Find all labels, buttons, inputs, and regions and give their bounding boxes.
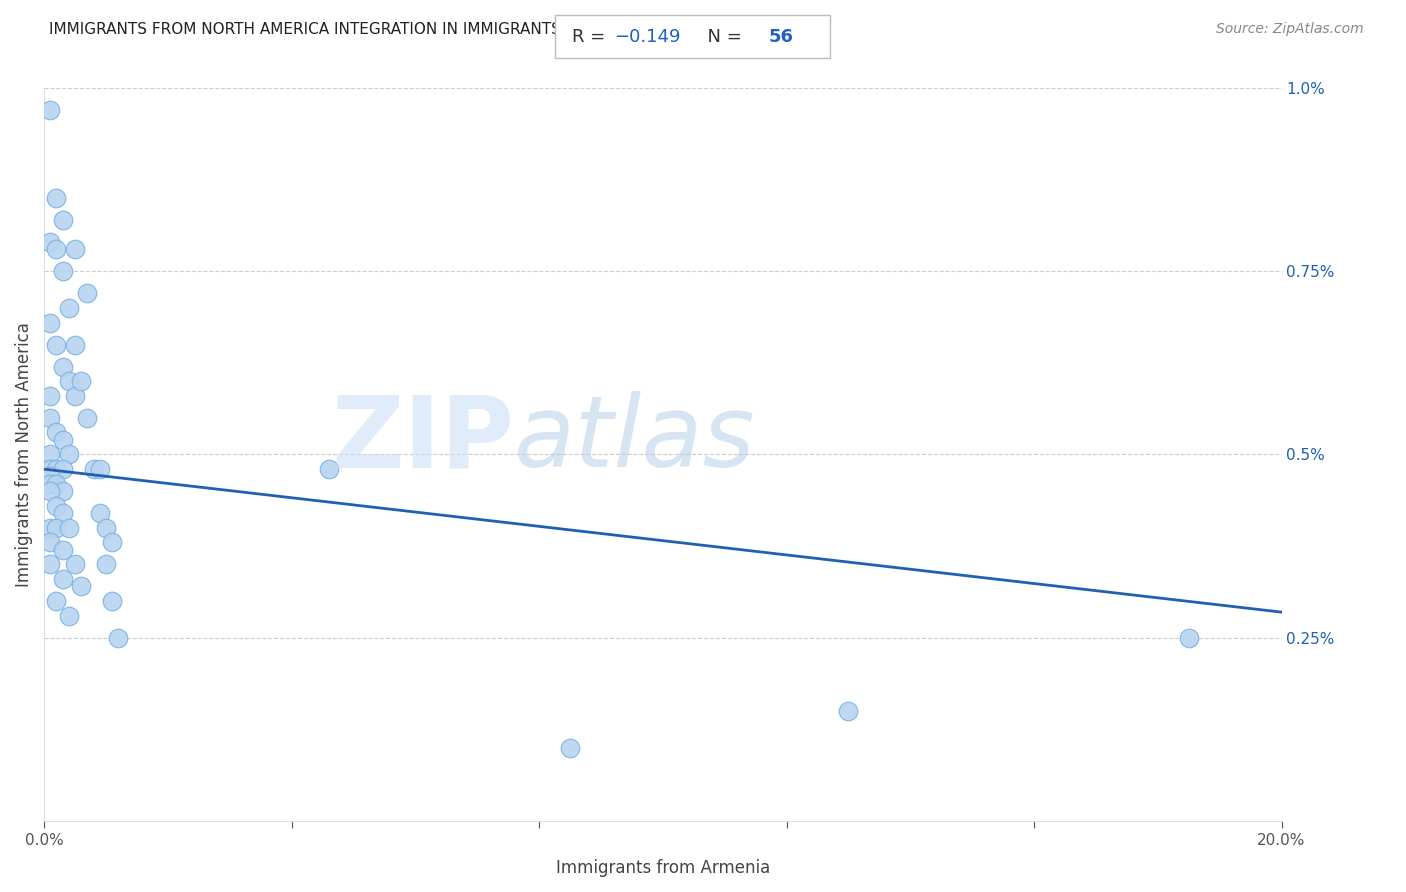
Point xyxy=(52,542,75,557)
Point xyxy=(58,608,80,623)
Point xyxy=(45,521,67,535)
Point xyxy=(39,389,62,403)
Point xyxy=(94,558,117,572)
Point xyxy=(89,506,111,520)
Point xyxy=(63,337,86,351)
Text: IMMIGRANTS FROM NORTH AMERICA INTEGRATION IN IMMIGRANTS FROM ARMENIA COMMUNITIES: IMMIGRANTS FROM NORTH AMERICA INTEGRATIO… xyxy=(49,22,800,37)
Text: ZIP: ZIP xyxy=(332,392,515,488)
Point xyxy=(1177,631,1199,645)
Point xyxy=(45,462,67,476)
Point xyxy=(63,389,86,403)
Point xyxy=(558,740,581,755)
Point xyxy=(52,572,75,586)
Point xyxy=(45,476,67,491)
Point xyxy=(70,374,93,388)
Point xyxy=(52,433,75,447)
Point xyxy=(63,242,86,256)
Point xyxy=(837,704,859,718)
Point xyxy=(76,286,98,301)
Point xyxy=(52,484,75,499)
Text: Source: ZipAtlas.com: Source: ZipAtlas.com xyxy=(1216,22,1364,37)
Point xyxy=(58,374,80,388)
Point xyxy=(58,301,80,315)
Text: R =: R = xyxy=(572,28,612,45)
Point xyxy=(107,631,129,645)
Point xyxy=(39,484,62,499)
Point xyxy=(39,462,62,476)
Point xyxy=(39,558,62,572)
Text: 56: 56 xyxy=(769,28,794,45)
Point xyxy=(52,264,75,278)
Point xyxy=(39,469,62,483)
Point xyxy=(52,212,75,227)
Point xyxy=(52,359,75,374)
Point xyxy=(70,579,93,593)
Point xyxy=(45,499,67,513)
Point xyxy=(83,462,105,476)
Point xyxy=(39,235,62,249)
Point xyxy=(58,521,80,535)
Point xyxy=(39,521,62,535)
Text: atlas: atlas xyxy=(515,392,756,488)
X-axis label: Immigrants from Armenia: Immigrants from Armenia xyxy=(555,859,770,877)
Point xyxy=(39,535,62,549)
Point xyxy=(45,242,67,256)
Point xyxy=(94,521,117,535)
Point xyxy=(39,476,62,491)
Point xyxy=(39,410,62,425)
Point xyxy=(318,462,340,476)
Point xyxy=(45,191,67,205)
Point xyxy=(101,535,124,549)
Point xyxy=(52,462,75,476)
Point xyxy=(76,410,98,425)
Point xyxy=(39,316,62,330)
Point xyxy=(45,425,67,440)
Point xyxy=(45,594,67,608)
Point xyxy=(63,558,86,572)
Point xyxy=(89,462,111,476)
Y-axis label: Immigrants from North America: Immigrants from North America xyxy=(15,322,32,587)
Point xyxy=(39,103,62,117)
Point xyxy=(101,594,124,608)
Point xyxy=(52,506,75,520)
Text: −0.149: −0.149 xyxy=(614,28,681,45)
Point xyxy=(58,448,80,462)
Point xyxy=(39,448,62,462)
Text: N =: N = xyxy=(696,28,748,45)
Point xyxy=(45,337,67,351)
